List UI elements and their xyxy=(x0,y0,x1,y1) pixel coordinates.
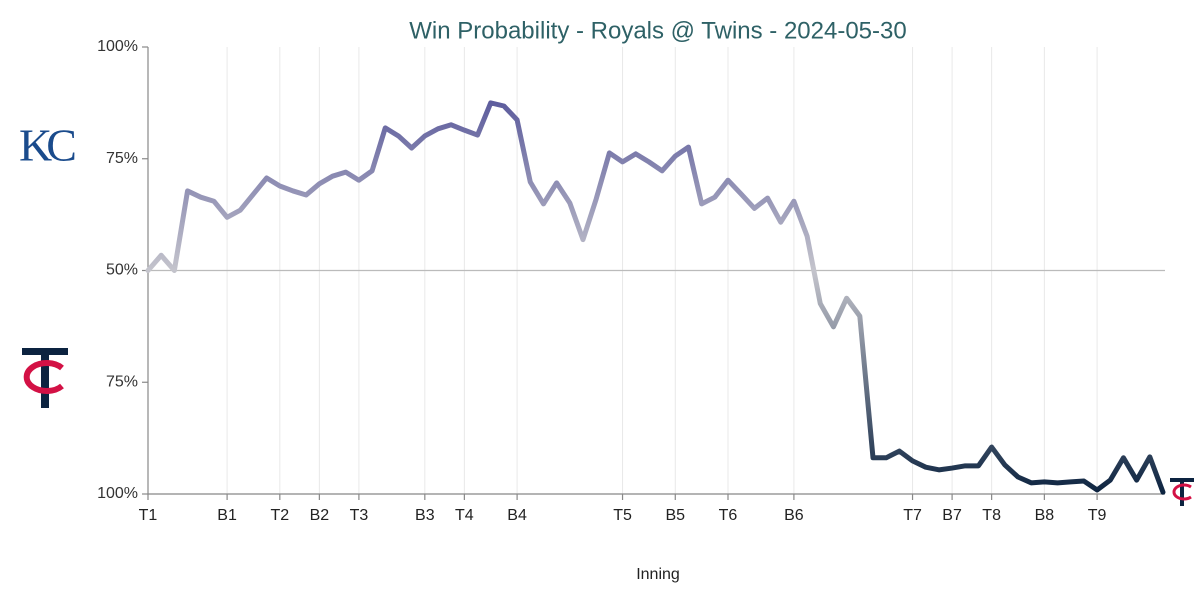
x-tick-label: B7 xyxy=(942,507,962,524)
end-logo xyxy=(1170,478,1194,506)
x-axis-label: Inning xyxy=(636,566,680,583)
x-tick-label: T9 xyxy=(1088,507,1107,524)
x-tick-label: T5 xyxy=(613,507,632,524)
x-tick-label: T6 xyxy=(719,507,738,524)
x-tick-label: B8 xyxy=(1035,507,1055,524)
y-tick-label: 75% xyxy=(106,373,138,390)
y-tick-label: 75% xyxy=(106,150,138,167)
x-tick-label: B1 xyxy=(217,507,237,524)
x-tick-label: T8 xyxy=(982,507,1001,524)
chart-title: Win Probability - Royals @ Twins - 2024-… xyxy=(409,17,906,44)
x-tick-label: B4 xyxy=(507,507,527,524)
win-probability-line xyxy=(145,100,1166,495)
x-tick-label: B5 xyxy=(665,507,685,524)
y-tick-label: 50% xyxy=(106,262,138,279)
away-logo: KC xyxy=(19,120,75,171)
x-tick-label: T1 xyxy=(139,507,158,524)
x-tick-label: B3 xyxy=(415,507,435,524)
x-tick-label: T3 xyxy=(350,507,369,524)
x-tick-label: B2 xyxy=(310,507,330,524)
x-tick-label: T2 xyxy=(270,507,289,524)
x-tick-label: T4 xyxy=(455,507,474,524)
x-tick-label: T7 xyxy=(903,507,922,524)
home-logo xyxy=(22,348,68,408)
y-tick-label: 100% xyxy=(97,485,138,502)
x-tick-label: B6 xyxy=(784,507,804,524)
y-tick-label: 100% xyxy=(97,38,138,55)
